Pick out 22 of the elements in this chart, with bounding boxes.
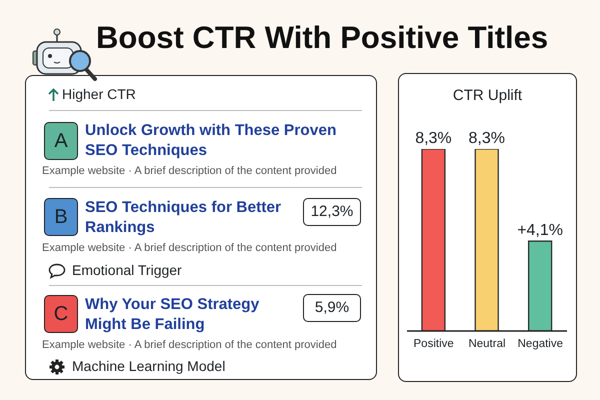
text: Why Your SEO Strategy Might Be Failing — [85, 295, 260, 336]
text: 5,9% — [314, 298, 350, 318]
text: Example website · A brief description of the content provided — [42, 339, 338, 353]
text: B — [54, 204, 68, 230]
text: Boost CTR With Positive Titles — [96, 20, 548, 56]
text: Machine Learning Model — [72, 358, 226, 376]
chart-title: CTR Uplift — [452, 87, 524, 104]
data-label: 8,3% — [415, 130, 452, 147]
text: Example website · A brief description of the content provided — [42, 242, 338, 256]
text: SEO Techniques for Better Rankings — [85, 198, 282, 238]
x-tick-label: Negative — [518, 338, 564, 350]
text: Unlock Growth with These Proven SEO Techniques — [85, 121, 338, 162]
text: Higher CTR — [62, 86, 137, 104]
x-tick-label: Positive — [414, 338, 454, 350]
x-tick-label: Neutral — [468, 338, 506, 350]
data-label: +4,1% — [517, 222, 564, 240]
text: A — [54, 128, 68, 154]
text: 12,3% — [310, 202, 354, 222]
text: Emotional Trigger — [72, 262, 183, 280]
text: Example website · A brief description of the content provided — [42, 165, 338, 179]
text: C — [54, 302, 68, 326]
data-label: 8,3% — [468, 130, 505, 147]
